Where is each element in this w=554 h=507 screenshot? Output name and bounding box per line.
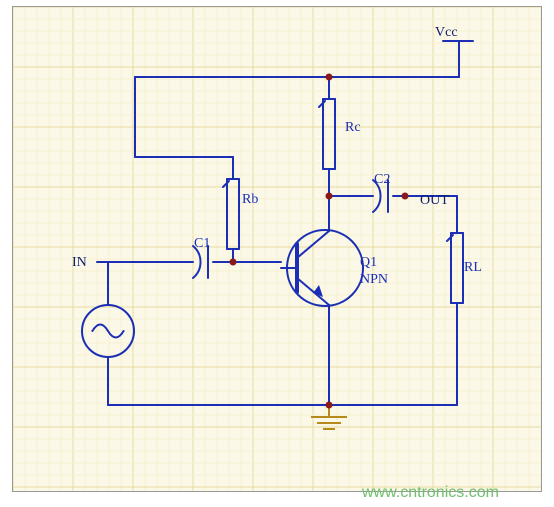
schematic-svg (13, 7, 541, 491)
grid-area (12, 6, 542, 492)
watermark: www.cntronics.com (362, 484, 499, 502)
